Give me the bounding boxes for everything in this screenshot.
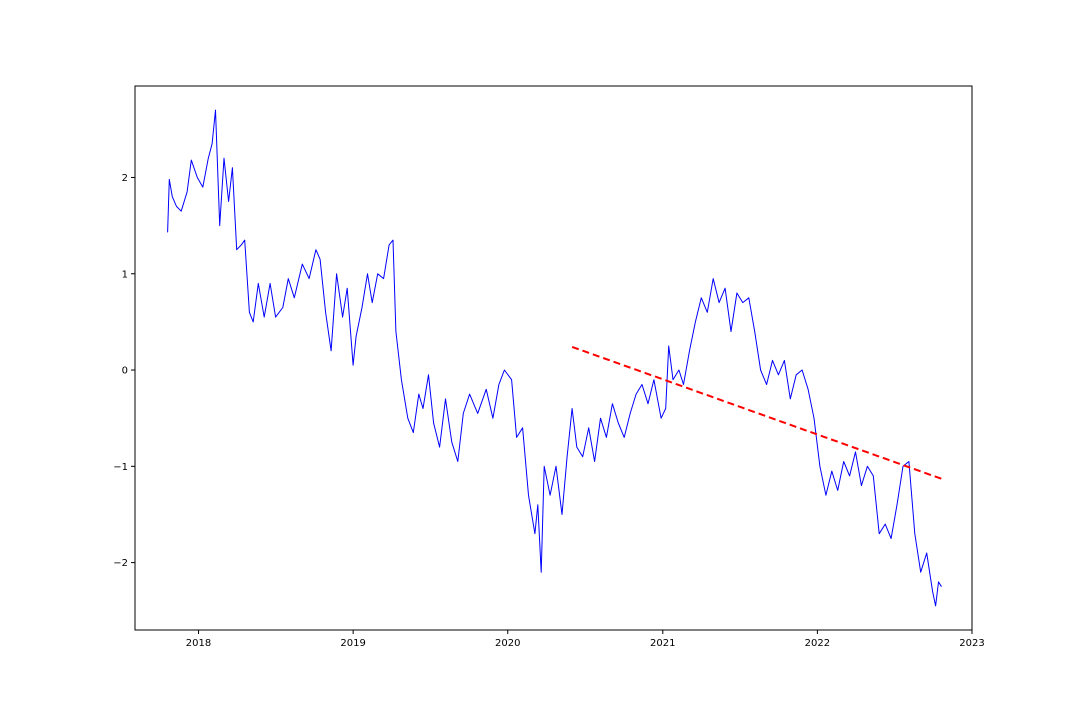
trend-line [571,345,942,480]
x-tick-label: 2021 [650,638,675,649]
plot-area [167,109,942,607]
series-line [167,109,942,607]
y-axis: −2 −1 0 1 2 [113,173,135,569]
axes-frame [134,85,973,631]
y-tick-label: −2 [113,558,128,569]
x-tick-label: 2020 [495,638,520,649]
y-tick-label: 2 [122,173,128,184]
x-tick-label: 2022 [805,638,830,649]
y-tick-label: 0 [122,366,128,377]
y-tick-label: −1 [113,462,128,473]
x-tick-label: 2018 [186,638,211,649]
x-tick-label: 2023 [959,638,984,649]
x-axis: 2018 2019 2020 2021 2022 2023 [186,630,985,649]
y-tick-label: 1 [122,269,128,280]
x-tick-label: 2019 [340,638,365,649]
